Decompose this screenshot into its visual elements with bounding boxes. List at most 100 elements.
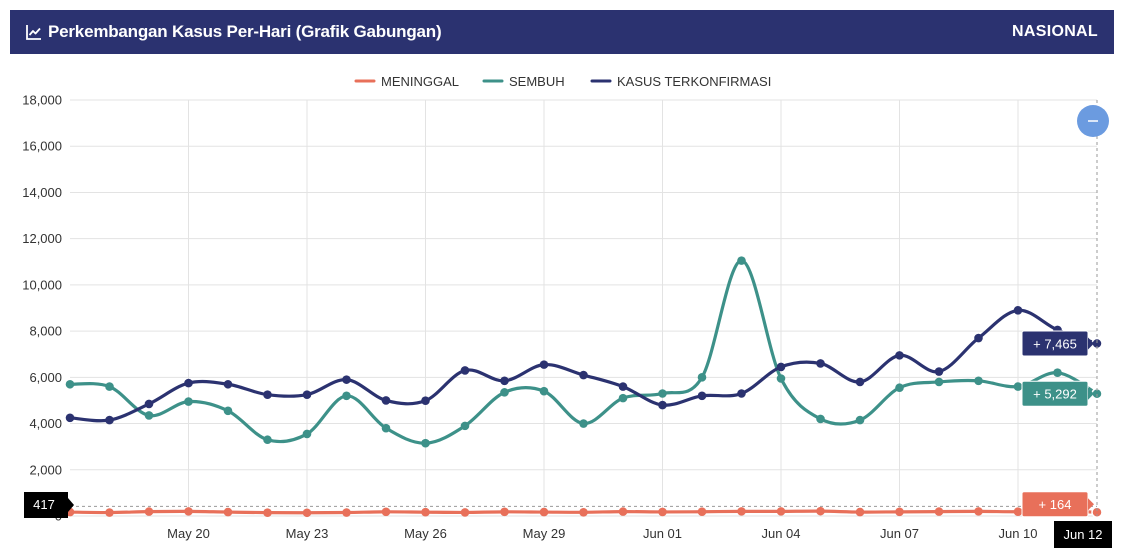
data-point-sembuh[interactable] [1053,368,1062,378]
data-point-terkonfirmasi[interactable] [737,389,746,398]
data-point-meninggal[interactable] [105,508,114,517]
data-point-sembuh[interactable] [895,383,904,393]
tooltip-value-meninggal: + 164 [1039,497,1072,512]
crosshair-y-label-arrow [68,498,74,512]
data-point-terkonfirmasi[interactable] [974,333,983,343]
data-point-terkonfirmasi[interactable] [65,413,75,423]
data-point-sembuh[interactable] [302,429,312,439]
data-point-terkonfirmasi[interactable] [381,396,391,405]
data-point-terkonfirmasi[interactable] [934,367,944,376]
y-tick-label: 2,000 [29,462,62,477]
data-point-meninggal[interactable] [342,508,351,517]
legend-item-label[interactable]: SEMBUH [509,74,565,89]
data-point-sembuh[interactable] [381,423,391,433]
data-point-sembuh[interactable] [579,419,588,428]
data-point-terkonfirmasi[interactable] [579,370,588,380]
x-tick-label: Jun 10 [998,526,1037,541]
data-point-sembuh[interactable] [934,377,944,387]
data-point-meninggal[interactable] [974,507,983,516]
scope-label[interactable]: NASIONAL [1012,23,1098,40]
x-tick-label: Jun 04 [761,526,800,541]
data-point-sembuh[interactable] [658,389,667,398]
data-point-meninggal[interactable] [223,507,233,517]
y-tick-label: 4,000 [29,416,62,431]
tooltip-arrow-terkonfirmasi [1088,337,1094,350]
data-point-terkonfirmasi[interactable] [816,359,825,368]
data-point-sembuh[interactable] [421,438,430,448]
data-point-meninggal[interactable] [697,507,707,517]
data-point-sembuh[interactable] [223,406,233,416]
data-point-meninggal[interactable] [895,507,904,517]
data-point-sembuh[interactable] [263,435,272,445]
data-point-meninggal[interactable] [855,507,865,517]
data-point-meninggal[interactable] [302,508,312,518]
data-point-meninggal[interactable] [816,506,825,516]
data-point-sembuh[interactable] [342,391,351,401]
data-point-sembuh[interactable] [105,382,114,391]
tooltip-arrow-sembuh [1088,387,1094,400]
data-point-terkonfirmasi[interactable] [539,360,549,369]
data-point-sembuh[interactable] [144,411,154,420]
data-point-meninggal[interactable] [934,507,944,516]
data-point-meninggal[interactable] [500,507,509,517]
legend-item-label[interactable]: KASUS TERKONFIRMASI [617,74,771,89]
data-point-sembuh[interactable] [737,256,746,265]
data-point-sembuh[interactable] [184,397,193,406]
data-point-sembuh[interactable] [697,373,707,382]
data-point-terkonfirmasi[interactable] [105,415,114,425]
data-point-meninggal[interactable] [144,507,154,516]
series-line-sembuh [69,259,1098,445]
x-tick-label: Jun 07 [880,526,919,541]
page-title: Perkembangan Kasus Per-Hari (Grafik Gabu… [48,22,442,41]
data-point-terkonfirmasi[interactable] [223,379,233,389]
data-point-sembuh[interactable] [65,379,75,389]
data-point-sembuh[interactable] [460,421,470,431]
crosshair-x-label: Jun 12 [1063,527,1102,542]
data-point-meninggal[interactable] [263,508,272,517]
chart-header: Perkembangan Kasus Per-Hari (Grafik Gabu… [10,10,1114,54]
data-point-meninggal[interactable] [658,507,667,517]
data-point-sembuh[interactable] [816,414,825,424]
data-point-terkonfirmasi[interactable] [460,366,470,375]
data-point-sembuh[interactable] [539,386,549,396]
data-point-terkonfirmasi[interactable] [895,351,904,360]
data-point-meninggal[interactable] [579,508,588,517]
data-point-terkonfirmasi[interactable] [342,375,351,384]
data-point-meninggal[interactable] [381,507,391,517]
data-point-sembuh[interactable] [855,415,865,425]
tooltip-value-sembuh: + 5,292 [1033,387,1077,402]
line-chart-icon [26,25,41,40]
data-point-meninggal[interactable] [460,508,470,517]
data-point-terkonfirmasi[interactable] [776,362,786,372]
data-point-sembuh[interactable] [618,393,628,403]
legend-item-label[interactable]: MENINGGAL [381,74,459,89]
x-tick-label: May 26 [404,526,447,541]
data-point-meninggal[interactable] [421,507,430,517]
series-line-terkonfirmasi [69,308,1098,423]
data-point-meninggal[interactable] [184,507,193,516]
data-point-meninggal[interactable] [737,507,746,516]
data-point-meninggal[interactable] [776,507,786,516]
data-point-terkonfirmasi[interactable] [302,390,312,399]
data-point-terkonfirmasi[interactable] [618,382,628,391]
data-point-meninggal[interactable] [1013,507,1023,517]
crosshair-y-label: 417 [33,497,55,512]
data-point-terkonfirmasi[interactable] [144,399,154,409]
tooltip-value-terkonfirmasi: + 7,465 [1033,336,1077,351]
y-tick-label: 6,000 [29,370,62,385]
data-point-sembuh[interactable] [776,374,786,383]
data-point-terkonfirmasi[interactable] [184,378,193,388]
data-point-terkonfirmasi[interactable] [421,396,430,405]
data-point-terkonfirmasi[interactable] [658,400,667,410]
data-point-terkonfirmasi[interactable] [1013,306,1023,315]
data-point-meninggal[interactable] [1091,506,1103,518]
data-point-terkonfirmasi[interactable] [263,390,272,399]
data-point-meninggal[interactable] [539,507,549,517]
data-point-terkonfirmasi[interactable] [697,391,707,401]
data-point-sembuh[interactable] [1013,382,1023,391]
data-point-terkonfirmasi[interactable] [855,377,865,387]
data-point-sembuh[interactable] [974,376,983,386]
data-point-terkonfirmasi[interactable] [500,376,509,386]
data-point-meninggal[interactable] [618,507,628,516]
data-point-sembuh[interactable] [500,388,509,397]
